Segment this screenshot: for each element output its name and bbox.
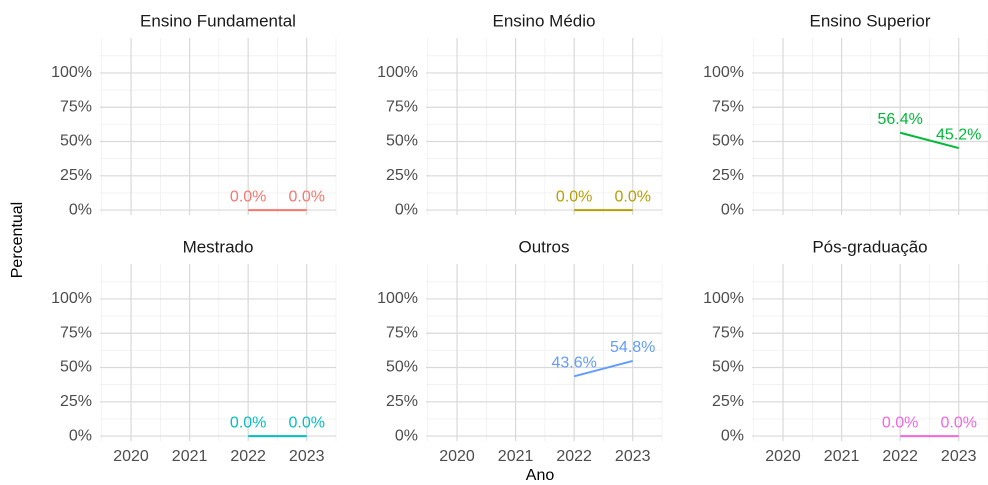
panel-title: Pós-graduação xyxy=(812,237,927,256)
y-tick-label: 0% xyxy=(395,201,418,218)
data-label: 0.0% xyxy=(556,188,592,205)
data-label: 0.0% xyxy=(230,414,266,431)
y-tick-label: 50% xyxy=(712,133,744,150)
y-tick-label: 0% xyxy=(69,427,92,444)
line xyxy=(573,359,633,378)
y-tick-label: 25% xyxy=(386,393,418,410)
y-tick-label: 75% xyxy=(712,98,744,115)
x-tick-label: 2023 xyxy=(289,448,325,465)
y-tick-label: 50% xyxy=(386,359,418,376)
y-tick-label: 100% xyxy=(51,290,92,307)
y-tick-label: 25% xyxy=(712,167,744,184)
y-tick-label: 50% xyxy=(60,133,92,150)
panel-title: Mestrado xyxy=(183,237,254,256)
x-tick-label: 2020 xyxy=(765,448,801,465)
x-tick-label: 2023 xyxy=(615,448,651,465)
panel-title: Ensino Superior xyxy=(810,11,931,30)
y-tick-label: 0% xyxy=(721,427,744,444)
data-label: 43.6% xyxy=(551,355,596,372)
y-tick-label: 75% xyxy=(386,98,418,115)
y-tick-label: 0% xyxy=(395,427,418,444)
line xyxy=(899,131,959,150)
data-label: 45.2% xyxy=(936,126,981,143)
x-tick-label: 2022 xyxy=(556,448,592,465)
data-label: 0.0% xyxy=(882,414,918,431)
data-label: 56.4% xyxy=(877,111,922,128)
y-tick-label: 25% xyxy=(60,393,92,410)
data-label: 0.0% xyxy=(288,188,324,205)
x-tick-label: 2021 xyxy=(172,448,208,465)
panel-title: Ensino Fundamental xyxy=(140,11,296,30)
x-tick-label: 2020 xyxy=(439,448,475,465)
y-tick-label: 50% xyxy=(60,359,92,376)
y-axis-label: Percentual xyxy=(9,202,26,279)
y-tick-label: 75% xyxy=(712,324,744,341)
y-tick-label: 0% xyxy=(721,201,744,218)
x-tick-label: 2022 xyxy=(230,448,266,465)
data-label: 54.8% xyxy=(610,339,655,356)
data-label: 0.0% xyxy=(614,188,650,205)
x-tick-label: 2021 xyxy=(498,448,534,465)
y-tick-label: 100% xyxy=(51,64,92,81)
y-tick-label: 75% xyxy=(60,98,92,115)
data-label: 0.0% xyxy=(940,414,976,431)
y-tick-label: 75% xyxy=(60,324,92,341)
y-tick-label: 100% xyxy=(703,64,744,81)
panel-title: Outros xyxy=(518,237,569,256)
y-tick-label: 100% xyxy=(377,64,418,81)
data-label: 0.0% xyxy=(230,188,266,205)
y-tick-label: 100% xyxy=(377,290,418,307)
y-tick-label: 50% xyxy=(386,133,418,150)
y-tick-label: 25% xyxy=(712,393,744,410)
y-tick-label: 100% xyxy=(703,290,744,307)
y-tick-label: 25% xyxy=(60,167,92,184)
y-tick-label: 75% xyxy=(386,324,418,341)
data-label: 0.0% xyxy=(288,414,324,431)
x-tick-label: 2022 xyxy=(882,448,918,465)
x-axis-label: Ano xyxy=(526,467,555,484)
panel-title: Ensino Médio xyxy=(492,11,595,30)
x-tick-label: 2020 xyxy=(113,448,149,465)
y-tick-label: 0% xyxy=(69,201,92,218)
x-tick-label: 2023 xyxy=(941,448,977,465)
y-tick-label: 50% xyxy=(712,359,744,376)
x-tick-label: 2021 xyxy=(824,448,860,465)
y-tick-label: 25% xyxy=(386,167,418,184)
